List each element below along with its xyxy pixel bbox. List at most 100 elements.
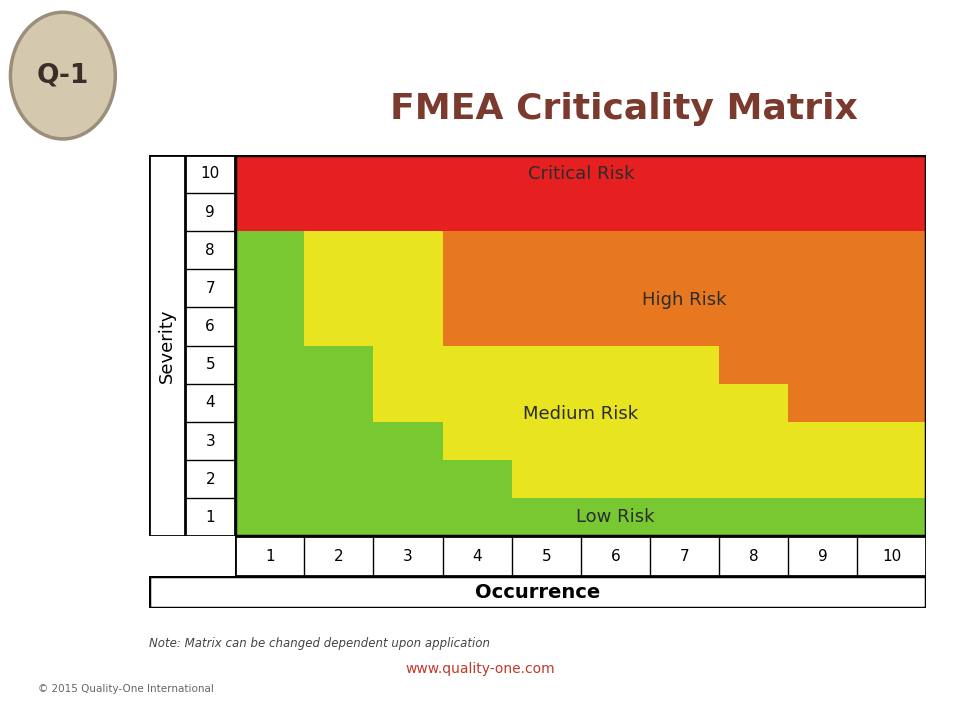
Bar <box>373 269 443 307</box>
Bar <box>443 460 512 498</box>
Bar <box>581 460 650 498</box>
Bar <box>857 498 926 536</box>
Text: 9: 9 <box>205 204 215 220</box>
Bar <box>443 231 512 269</box>
Bar <box>512 155 581 193</box>
Bar <box>581 307 650 346</box>
Bar <box>719 269 788 307</box>
Bar <box>304 422 373 460</box>
Bar <box>443 498 512 536</box>
Bar <box>857 346 926 384</box>
Text: 8: 8 <box>205 243 215 258</box>
Text: 3: 3 <box>403 549 413 564</box>
Bar <box>235 193 304 231</box>
Bar <box>719 460 788 498</box>
Bar <box>512 422 581 460</box>
Bar <box>443 193 512 231</box>
Bar <box>373 498 443 536</box>
Bar <box>650 307 719 346</box>
Bar <box>235 346 304 384</box>
Bar <box>857 422 926 460</box>
Bar <box>581 498 650 536</box>
Bar <box>581 422 650 460</box>
Bar <box>650 460 719 498</box>
Bar <box>788 307 857 346</box>
Bar <box>857 384 926 422</box>
Bar <box>788 346 857 384</box>
Bar <box>512 384 581 422</box>
Text: 10: 10 <box>201 166 220 181</box>
Text: 7: 7 <box>680 549 689 564</box>
Bar <box>719 384 788 422</box>
Bar <box>235 498 304 536</box>
Text: Severity: Severity <box>158 308 176 383</box>
Text: 6: 6 <box>611 549 620 564</box>
Bar <box>650 231 719 269</box>
Bar <box>235 231 304 269</box>
Bar <box>304 460 373 498</box>
Bar <box>719 307 788 346</box>
Text: www.quality-one.com: www.quality-one.com <box>405 662 555 676</box>
Bar <box>304 155 373 193</box>
Bar <box>235 460 304 498</box>
Bar <box>719 346 788 384</box>
Text: 2: 2 <box>205 472 215 487</box>
Bar <box>304 498 373 536</box>
Bar <box>857 193 926 231</box>
Text: 6: 6 <box>205 319 215 334</box>
Bar <box>788 384 857 422</box>
Bar <box>581 346 650 384</box>
Bar <box>373 422 443 460</box>
Bar <box>512 460 581 498</box>
Bar <box>788 193 857 231</box>
Bar <box>719 231 788 269</box>
Bar <box>857 155 926 193</box>
Bar <box>304 269 373 307</box>
Text: 8: 8 <box>749 549 758 564</box>
Bar <box>512 346 581 384</box>
Text: 3: 3 <box>205 433 215 449</box>
Text: Critical Risk: Critical Risk <box>528 165 634 183</box>
Bar <box>235 155 304 193</box>
Bar <box>719 422 788 460</box>
Bar <box>788 460 857 498</box>
Bar <box>235 384 304 422</box>
Bar <box>304 193 373 231</box>
Bar <box>788 231 857 269</box>
Bar <box>304 346 373 384</box>
Bar <box>304 231 373 269</box>
Text: 5: 5 <box>541 549 551 564</box>
Bar <box>512 231 581 269</box>
Bar <box>373 193 443 231</box>
Bar <box>650 422 719 460</box>
Bar <box>443 384 512 422</box>
Bar <box>650 269 719 307</box>
Bar <box>788 269 857 307</box>
Bar <box>512 307 581 346</box>
Text: 7: 7 <box>205 281 215 296</box>
Bar <box>650 155 719 193</box>
Bar <box>788 422 857 460</box>
Text: FMEA Criticality Matrix: FMEA Criticality Matrix <box>390 91 858 126</box>
Bar <box>512 498 581 536</box>
Bar <box>857 231 926 269</box>
Bar <box>857 269 926 307</box>
Bar <box>373 231 443 269</box>
Bar <box>581 269 650 307</box>
Text: Low Risk: Low Risk <box>576 508 655 526</box>
Bar <box>650 346 719 384</box>
Bar <box>373 346 443 384</box>
Bar <box>719 155 788 193</box>
Text: 10: 10 <box>882 549 901 564</box>
Text: © 2015 Quality-One International: © 2015 Quality-One International <box>38 684 214 694</box>
Bar <box>373 460 443 498</box>
Bar <box>443 422 512 460</box>
Text: 4: 4 <box>205 395 215 410</box>
Bar <box>443 346 512 384</box>
Text: High Risk: High Risk <box>642 291 727 309</box>
Bar <box>373 155 443 193</box>
Text: 5: 5 <box>205 357 215 372</box>
Bar <box>235 422 304 460</box>
Bar <box>443 155 512 193</box>
Bar <box>235 269 304 307</box>
